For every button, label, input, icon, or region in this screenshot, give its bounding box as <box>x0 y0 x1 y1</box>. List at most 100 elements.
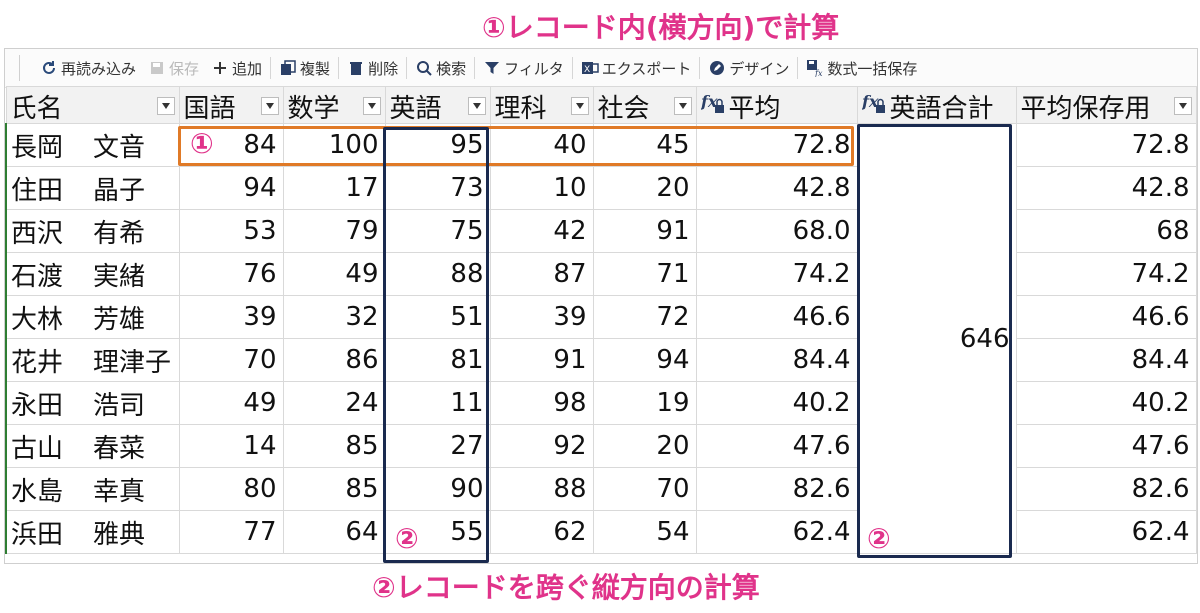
score-cell-rika[interactable]: 87 <box>489 252 594 296</box>
name-cell[interactable]: 大林 芳雄 <box>5 295 180 339</box>
add-button[interactable]: 追加 <box>205 54 268 82</box>
column-header[interactable]: 数学 <box>282 86 386 124</box>
avg-saved-cell[interactable]: 72.8 <box>1015 123 1197 167</box>
score-cell-sugaku[interactable]: 17 <box>282 166 386 210</box>
table-row[interactable]: 西沢 有希 53 79 75 42 91 68.0 68 <box>5 209 1197 253</box>
score-cell-kokugo[interactable]: 53 <box>178 209 284 253</box>
score-cell-avg[interactable]: 82.6 <box>695 467 858 511</box>
score-cell-kokugo[interactable]: 77 <box>178 510 284 554</box>
column-dropdown-button[interactable] <box>673 97 692 115</box>
score-cell-eigo[interactable]: 51 <box>384 295 491 339</box>
score-cell-rika[interactable]: 40 <box>489 123 594 167</box>
score-cell-rika[interactable]: 10 <box>489 166 594 210</box>
score-cell-avg[interactable]: 84.4 <box>695 338 858 382</box>
table-row[interactable]: 長岡 文音 84 100 95 40 45 72.8 646 72.8 <box>5 123 1197 554</box>
score-cell-eigo[interactable]: 11 <box>384 381 491 425</box>
score-cell-shakai[interactable]: 20 <box>592 424 697 468</box>
score-cell-shakai[interactable]: 70 <box>592 467 697 511</box>
score-cell-eigo[interactable]: 95 <box>384 123 491 167</box>
avg-saved-cell[interactable]: 68 <box>1015 209 1197 253</box>
score-cell-sugaku[interactable]: 100 <box>282 123 386 167</box>
score-cell-kokugo[interactable]: 14 <box>178 424 284 468</box>
reload-button[interactable]: 再読み込み <box>34 54 142 82</box>
score-cell-shakai[interactable]: 19 <box>592 381 697 425</box>
score-cell-sugaku[interactable]: 86 <box>282 338 386 382</box>
score-cell-eigo[interactable]: 27 <box>384 424 491 468</box>
score-cell-kokugo[interactable]: 94 <box>178 166 284 210</box>
score-cell-shakai[interactable]: 94 <box>592 338 697 382</box>
avg-saved-cell[interactable]: 40.2 <box>1015 381 1197 425</box>
column-dropdown-button[interactable] <box>570 97 589 115</box>
score-cell-shakai[interactable]: 72 <box>592 295 697 339</box>
name-cell[interactable]: 永田 浩司 <box>5 381 180 425</box>
score-cell-shakai[interactable]: 20 <box>592 166 697 210</box>
score-cell-avg[interactable]: 47.6 <box>695 424 858 468</box>
score-cell-kokugo[interactable]: 39 <box>178 295 284 339</box>
score-cell-kokugo[interactable]: 76 <box>178 252 284 296</box>
score-cell-sugaku[interactable]: 32 <box>282 295 386 339</box>
save-button[interactable]: 保存 <box>142 54 205 82</box>
score-cell-shakai[interactable]: 45 <box>592 123 697 167</box>
score-cell-rika[interactable]: 39 <box>489 295 594 339</box>
score-cell-sugaku[interactable]: 79 <box>282 209 386 253</box>
search-button[interactable]: 検索 <box>409 54 472 82</box>
score-cell-rika[interactable]: 98 <box>489 381 594 425</box>
score-cell-rika[interactable]: 62 <box>489 510 594 554</box>
table-row[interactable]: 浜田 雅典 77 64 55 62 54 62.4 62.4 <box>5 510 1197 554</box>
avg-saved-cell[interactable]: 82.6 <box>1015 467 1197 511</box>
avg-saved-cell[interactable]: 47.6 <box>1015 424 1197 468</box>
table-row[interactable]: 水島 幸真 80 85 90 88 70 82.6 82.6 <box>5 467 1197 511</box>
column-header[interactable]: 国語 <box>178 86 284 124</box>
score-cell-shakai[interactable]: 91 <box>592 209 697 253</box>
score-cell-eigo[interactable]: 90 <box>384 467 491 511</box>
column-dropdown-button[interactable] <box>467 97 486 115</box>
column-dropdown-button[interactable] <box>1173 97 1192 115</box>
avg-saved-cell[interactable]: 42.8 <box>1015 166 1197 210</box>
avg-saved-cell[interactable]: 74.2 <box>1015 252 1197 296</box>
score-cell-avg[interactable]: 40.2 <box>695 381 858 425</box>
score-cell-avg[interactable]: 68.0 <box>695 209 858 253</box>
score-cell-rika[interactable]: 92 <box>489 424 594 468</box>
score-cell-avg[interactable]: 62.4 <box>695 510 858 554</box>
score-cell-kokugo[interactable]: 49 <box>178 381 284 425</box>
table-row[interactable]: 住田 晶子 94 17 73 10 20 42.8 42.8 <box>5 166 1197 210</box>
score-cell-eigo[interactable]: 81 <box>384 338 491 382</box>
score-cell-avg[interactable]: 46.6 <box>695 295 858 339</box>
column-dropdown-button[interactable] <box>260 97 279 115</box>
formula-save-button[interactable]: fx 数式一括保存 <box>800 54 923 82</box>
score-cell-sugaku[interactable]: 85 <box>282 467 386 511</box>
score-cell-eigo[interactable]: 55 <box>384 510 491 554</box>
english-total-cell[interactable]: 646 <box>856 123 1017 554</box>
column-header[interactable]: 平均保存用 <box>1015 86 1197 124</box>
name-cell[interactable]: 住田 晶子 <box>5 166 180 210</box>
name-cell[interactable]: 浜田 雅典 <box>5 510 180 554</box>
score-cell-sugaku[interactable]: 24 <box>282 381 386 425</box>
column-header[interactable]: 氏名 <box>5 86 180 124</box>
score-cell-avg[interactable]: 72.8 <box>695 123 858 167</box>
column-dropdown-button[interactable] <box>156 97 175 115</box>
score-cell-avg[interactable]: 42.8 <box>695 166 858 210</box>
duplicate-button[interactable]: 複製 <box>273 54 336 82</box>
avg-saved-cell[interactable]: 84.4 <box>1015 338 1197 382</box>
name-cell[interactable]: 水島 幸真 <box>5 467 180 511</box>
table-row[interactable]: 大林 芳雄 39 32 51 39 72 46.6 46.6 <box>5 295 1197 339</box>
score-cell-rika[interactable]: 91 <box>489 338 594 382</box>
score-cell-sugaku[interactable]: 64 <box>282 510 386 554</box>
avg-saved-cell[interactable]: 46.6 <box>1015 295 1197 339</box>
name-cell[interactable]: 石渡 実緒 <box>5 252 180 296</box>
column-header[interactable]: 理科 <box>489 86 594 124</box>
score-cell-sugaku[interactable]: 49 <box>282 252 386 296</box>
table-row[interactable]: 古山 春菜 14 85 27 92 20 47.6 47.6 <box>5 424 1197 468</box>
score-cell-avg[interactable]: 74.2 <box>695 252 858 296</box>
table-row[interactable]: 石渡 実緒 76 49 88 87 71 74.2 74.2 <box>5 252 1197 296</box>
score-cell-shakai[interactable]: 54 <box>592 510 697 554</box>
filter-button[interactable]: フィルタ <box>477 54 570 82</box>
score-cell-eigo[interactable]: 73 <box>384 166 491 210</box>
column-dropdown-button[interactable] <box>362 97 381 115</box>
score-cell-rika[interactable]: 88 <box>489 467 594 511</box>
name-cell[interactable]: 古山 春菜 <box>5 424 180 468</box>
score-cell-eigo[interactable]: 88 <box>384 252 491 296</box>
design-button[interactable]: デザイン <box>702 54 795 82</box>
column-header[interactable]: fx 英語合計 <box>856 86 1017 124</box>
name-cell[interactable]: 西沢 有希 <box>5 209 180 253</box>
